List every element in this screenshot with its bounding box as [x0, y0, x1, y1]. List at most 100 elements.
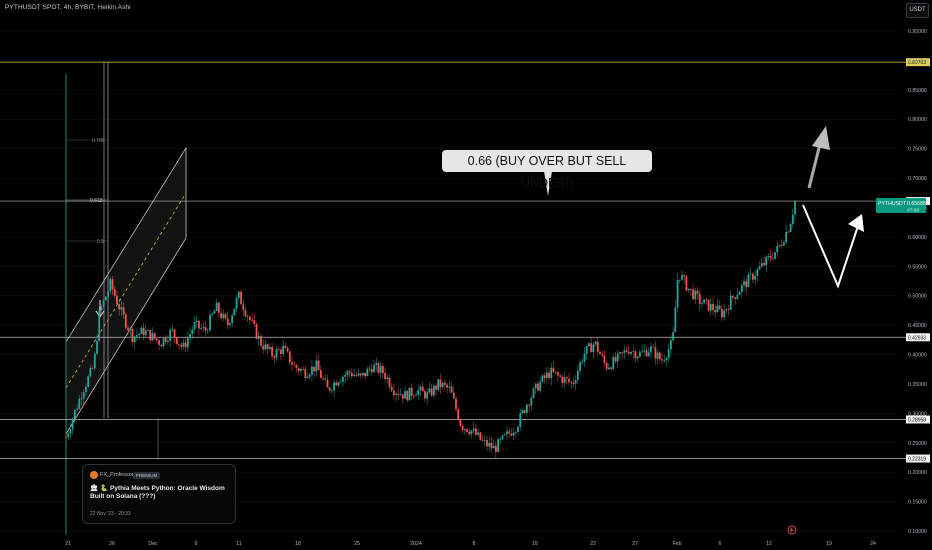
candle-body	[124, 314, 127, 328]
candle-body	[789, 223, 792, 233]
candle-body	[630, 351, 632, 354]
candle-body	[643, 350, 646, 352]
candle-body	[452, 392, 455, 399]
candle-body	[220, 312, 223, 319]
candle-body	[355, 374, 358, 376]
candle-body	[186, 338, 189, 348]
candle-body	[472, 428, 475, 431]
candle-body	[260, 335, 262, 346]
candle-body	[787, 231, 790, 233]
candle-body	[311, 366, 313, 375]
candle-body	[175, 337, 178, 344]
candle-body	[111, 279, 114, 290]
currency-button[interactable]: USDT	[906, 3, 929, 18]
candle-body	[749, 273, 752, 275]
candle-body	[696, 290, 699, 294]
candle-body	[712, 303, 714, 311]
candle-body	[550, 367, 553, 379]
y-tick-label: 0.80000	[908, 117, 927, 123]
candle-body	[747, 274, 750, 288]
candle-body	[410, 387, 413, 396]
candle-body	[627, 351, 630, 354]
x-tick-label: 19	[826, 541, 832, 547]
symbol-header: PYTHUSDT SPOT, 4h, BYBIT, Heikin Ashi	[5, 4, 131, 11]
idea-card[interactable]: FX_Professor PREMIUM 🏛 🐍 Pythia Meets Py…	[82, 464, 236, 524]
candles	[65, 200, 796, 459]
candle-body	[665, 358, 668, 361]
candle-body	[530, 397, 533, 406]
candle-body	[514, 431, 517, 433]
x-tick-label: 25	[354, 541, 360, 547]
y-tick-label: 0.60000	[908, 235, 927, 241]
candle-body	[588, 343, 590, 347]
candle-body	[707, 299, 710, 311]
y-tick-label: 0.90000	[908, 58, 927, 64]
x-tick-label: 27	[632, 541, 638, 547]
candle-body	[288, 351, 291, 363]
candle-body	[242, 304, 245, 311]
candle-body	[377, 363, 380, 373]
replay-icon[interactable]	[787, 525, 797, 535]
candle-body	[703, 299, 706, 304]
candle-body	[441, 382, 444, 387]
candle-body	[709, 303, 712, 311]
callout-pointer	[544, 171, 552, 196]
candle-body	[767, 256, 770, 257]
idea-title[interactable]: 🏛 🐍 Pythia Meets Python: Oracle Wisdom B…	[90, 485, 225, 500]
candle-body	[211, 313, 214, 315]
candle-body	[743, 281, 745, 286]
candle-body	[568, 378, 570, 383]
candle-body	[122, 307, 125, 315]
candle-body	[76, 408, 78, 411]
candle-body	[131, 328, 134, 343]
candle-body	[388, 377, 391, 387]
candle-body	[738, 291, 741, 295]
candle-body	[439, 379, 442, 387]
candle-body	[479, 432, 482, 440]
candle-body	[397, 393, 400, 396]
x-tick-label: 26	[109, 541, 115, 547]
candle-body	[774, 252, 776, 259]
candle-body	[517, 426, 519, 432]
idea-author[interactable]: FX_Professor	[100, 472, 134, 478]
candle-body	[406, 391, 409, 401]
candle-body	[723, 310, 725, 318]
fib-label: 0.5	[97, 239, 104, 245]
candle-body	[563, 377, 566, 383]
candle-body	[357, 373, 360, 376]
fib-label: 0.786	[92, 138, 105, 144]
candle-body	[393, 390, 395, 396]
candle-body	[100, 306, 103, 311]
candle-body	[610, 367, 612, 370]
candle-body	[705, 299, 708, 301]
candle-body	[337, 382, 340, 386]
candle-body	[282, 345, 285, 354]
candle-body	[614, 356, 617, 362]
candle-body	[107, 291, 110, 297]
candle-body	[698, 293, 701, 304]
candle-body	[676, 279, 679, 308]
y-tick-label: 0.25000	[908, 441, 927, 447]
candle-body	[541, 375, 544, 382]
candle-body	[133, 336, 136, 343]
candle-body	[417, 389, 420, 395]
candle-body	[98, 310, 101, 341]
candle-body	[771, 258, 774, 260]
candle-body	[136, 335, 138, 337]
candle-body	[570, 382, 573, 383]
candle-body	[233, 308, 236, 316]
candle-body	[364, 372, 367, 377]
candle-body	[756, 269, 759, 276]
candle-body	[262, 345, 265, 350]
candle-body	[346, 371, 349, 376]
candle-body	[444, 382, 446, 385]
candle-body	[510, 433, 513, 436]
fib-retracement: 0.786 0.618 0.5	[66, 138, 108, 245]
level-tag-label: 0.89703	[908, 60, 926, 66]
candle-body	[195, 320, 198, 323]
candle-body	[102, 300, 105, 307]
author-avatar	[90, 471, 98, 479]
candle-body	[758, 266, 761, 270]
candle-body	[160, 344, 163, 347]
